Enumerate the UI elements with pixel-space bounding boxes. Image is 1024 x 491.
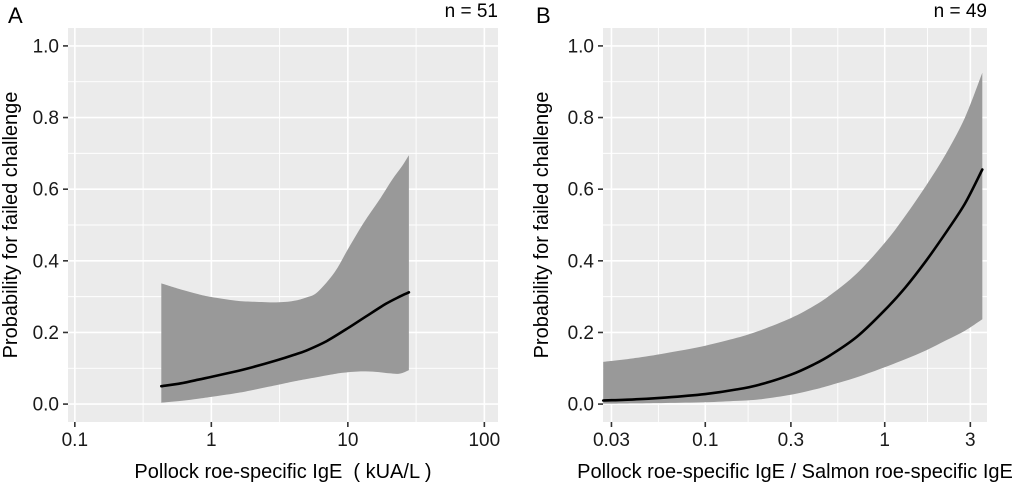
x-tick-labels: 0.1 1 10 100 — [62, 430, 501, 451]
panel-b: 0.03 0.1 0.3 1 3 0.0 0.2 0.4 0.6 0.8 1.0 B n = 49… — [531, 1, 1013, 483]
y-tick-label: 1.0 — [33, 36, 59, 57]
sample-size-label: n = 49 — [934, 1, 987, 22]
fitted-curve — [159, 291, 411, 388]
x-tick-label: 1 — [206, 430, 217, 451]
axis-tick-marks — [598, 45, 972, 427]
x-tick-label: 100 — [468, 430, 500, 451]
confidence-band — [161, 155, 409, 403]
sample-size-label: n = 51 — [445, 1, 498, 22]
x-tick-label: 0.1 — [692, 430, 718, 451]
y-tick-label: 0.2 — [568, 323, 594, 344]
axis-tick-marks — [63, 45, 486, 427]
panel-a: 0.1 1 10 100 0.0 0.2 0.4 0.6 0.8 1.0 A n = 51 Pr… — [0, 1, 501, 483]
y-tick-labels: 0.0 0.2 0.4 0.6 0.8 1.0 — [33, 36, 60, 415]
y-tick-label: 0.8 — [33, 108, 59, 129]
y-tick-label: 0.4 — [33, 251, 60, 272]
y-tick-label: 0.4 — [568, 251, 595, 272]
x-axis-title: Pollock roe-specific IgE / Salmon roe-sp… — [577, 461, 1013, 483]
x-tick-label: 3 — [965, 430, 976, 451]
panel-letter: B — [536, 3, 551, 28]
y-axis-title: Probability for failed challenge — [531, 92, 553, 359]
y-tick-label: 0.6 — [568, 180, 594, 201]
fitted-curve — [601, 168, 984, 402]
y-axis-title: Probability for failed challenge — [0, 92, 22, 359]
y-tick-label: 0.2 — [33, 323, 59, 344]
y-tick-labels: 0.0 0.2 0.4 0.6 0.8 1.0 — [568, 36, 595, 415]
y-tick-label: 1.0 — [568, 36, 594, 57]
y-tick-label: 0.0 — [568, 395, 594, 416]
x-tick-label: 0.03 — [593, 430, 630, 451]
x-tick-label: 1 — [879, 430, 890, 451]
x-tick-label: 0.1 — [62, 430, 88, 451]
x-tick-labels: 0.03 0.1 0.3 1 3 — [593, 430, 976, 451]
confidence-band — [603, 72, 983, 404]
y-tick-label: 0.8 — [568, 108, 594, 129]
x-tick-label: 0.3 — [778, 430, 804, 451]
x-tick-label: 10 — [337, 430, 358, 451]
x-axis-title: Pollock roe-specific IgE ( kUA/L ) — [134, 461, 431, 483]
minor-gridlines — [68, 28, 498, 422]
y-tick-label: 0.0 — [33, 395, 59, 416]
panel-letter: A — [8, 3, 23, 28]
y-tick-label: 0.6 — [33, 180, 59, 201]
